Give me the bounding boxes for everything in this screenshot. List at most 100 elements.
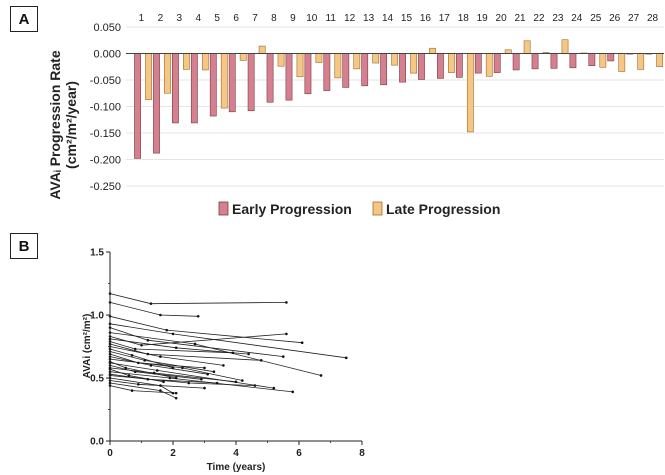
chart-b-point bbox=[215, 381, 219, 385]
bar-late-progression bbox=[164, 53, 171, 94]
chart-b-xtick-label: 4 bbox=[233, 448, 239, 459]
panel-b-label: B bbox=[10, 233, 38, 259]
chart-b-point bbox=[130, 354, 134, 357]
bar-early-progression bbox=[493, 53, 501, 73]
chart-a-ytick-label: -0.100 bbox=[90, 102, 121, 114]
chart-a-ytick-label: 0.050 bbox=[93, 22, 121, 34]
chart-b-xtick-label: 2 bbox=[170, 448, 176, 459]
bar-late-progression bbox=[201, 53, 209, 71]
chart-b-point bbox=[155, 369, 159, 372]
chart-a-category-label: 18 bbox=[458, 13, 470, 24]
chart-a-bars bbox=[134, 39, 664, 159]
chart-a-ytick-label: -0.200 bbox=[90, 155, 121, 167]
chart-a-bar: 1 2 3 4 5 6 7 8 9 10 11 12 13 14 15 16 17 18 19 20 21 22 23 24 2… bbox=[47, 13, 664, 217]
bar-late-progression bbox=[391, 53, 399, 66]
chart-b-point bbox=[149, 364, 153, 367]
chart-a-category-label: 6 bbox=[233, 13, 239, 24]
chart-b-axes bbox=[109, 252, 362, 442]
chart-b-x-ticks: 0 2 4 6 8 bbox=[107, 441, 365, 459]
chart-a-category-label: 13 bbox=[363, 13, 375, 24]
bar-late-progression bbox=[656, 53, 664, 68]
chart-b-point bbox=[253, 384, 257, 387]
chart-a-category-label: 27 bbox=[628, 13, 640, 24]
chart-b-point bbox=[146, 352, 150, 356]
chart-b-ytick-label: 0.5 bbox=[90, 374, 104, 385]
bar-early-progression bbox=[209, 53, 217, 117]
bar-early-progression bbox=[399, 53, 406, 83]
bar-late-progression bbox=[353, 53, 361, 70]
chart-a-category-label: 11 bbox=[326, 13, 337, 24]
chart-b-point bbox=[222, 364, 225, 367]
chart-b-point bbox=[241, 379, 244, 382]
bar-early-progression bbox=[361, 53, 369, 87]
bar-early-progression bbox=[153, 53, 160, 154]
bar-early-progression bbox=[342, 53, 350, 88]
chart-b-point bbox=[174, 346, 178, 350]
legend-label-late: Late Progression bbox=[386, 201, 500, 217]
chart-b-point bbox=[291, 390, 295, 394]
chart-a-ylabel-line2: (cm²/m²/year) bbox=[63, 81, 79, 169]
chart-b-point bbox=[285, 301, 288, 304]
bar-late-progression bbox=[277, 53, 285, 67]
chart-b-point bbox=[272, 386, 276, 390]
bar-late-progression bbox=[183, 53, 190, 70]
chart-b-point bbox=[159, 355, 162, 358]
chart-a-category-label: 4 bbox=[195, 13, 201, 24]
bar-late-progression bbox=[258, 45, 266, 54]
bar-late-progression bbox=[315, 53, 323, 63]
chart-b-point bbox=[159, 313, 162, 317]
chart-b-point bbox=[171, 332, 175, 336]
bar-late-progression bbox=[220, 53, 228, 109]
chart-a-category-label: 20 bbox=[496, 13, 508, 24]
chart-b-point bbox=[174, 376, 178, 380]
chart-b-ytick-label: 1.5 bbox=[90, 248, 104, 259]
chart-a-category-label: 7 bbox=[252, 13, 258, 24]
bar-late-progression bbox=[429, 47, 436, 54]
chart-b-point bbox=[200, 377, 203, 381]
chart-b-point bbox=[137, 383, 140, 386]
chart-b-series-line bbox=[109, 343, 262, 361]
bar-late-progression bbox=[410, 53, 417, 74]
chart-b-point bbox=[319, 374, 323, 377]
bar-late-progression bbox=[466, 53, 474, 133]
bar-early-progression bbox=[172, 53, 179, 124]
chart-b-point bbox=[247, 352, 250, 356]
chart-b-line: 0 2 4 6 8 0.0 0.5 1.0 1.5 Time (years) AVAi (cm… bbox=[82, 248, 365, 474]
chart-b-point bbox=[146, 338, 150, 342]
bar-early-progression bbox=[134, 53, 141, 159]
chart-a-legend: Early Progression Late Progression bbox=[218, 201, 500, 217]
chart-a-y-ticks: 0.050 0.000 -0.050 -0.100 -0.150 -0.200 -0.250 bbox=[90, 22, 121, 193]
chart-b-point bbox=[162, 380, 165, 384]
chart-a-category-label: 22 bbox=[533, 13, 545, 24]
bar-early-progression bbox=[569, 53, 577, 69]
chart-b-point bbox=[174, 396, 178, 400]
bar-late-progression bbox=[485, 53, 493, 77]
chart-b-xtick-label: 8 bbox=[359, 448, 365, 459]
chart-a-category-label: 2 bbox=[158, 13, 164, 24]
chart-b-xtick-label: 6 bbox=[296, 448, 302, 459]
bar-early-progression bbox=[550, 53, 558, 69]
chart-b-series-line bbox=[109, 293, 287, 305]
chart-b-point bbox=[231, 351, 235, 355]
bar-early-progression bbox=[418, 53, 425, 80]
chart-b-ylabel: AVAi (cm²/m²) bbox=[82, 314, 93, 379]
chart-b-point bbox=[133, 370, 137, 374]
bar-late-progression bbox=[561, 39, 569, 54]
chart-a-category-label: 10 bbox=[306, 13, 318, 24]
chart-b-point bbox=[146, 377, 150, 381]
chart-b-series-line bbox=[109, 382, 177, 399]
chart-b-point bbox=[285, 332, 288, 336]
bar-early-progression bbox=[285, 53, 293, 101]
chart-b-series-line bbox=[109, 333, 287, 346]
chart-a-category-label: 25 bbox=[590, 13, 602, 24]
chart-b-point bbox=[171, 391, 175, 395]
chart-a-category-label: 16 bbox=[420, 13, 432, 24]
chart-b-point bbox=[168, 376, 172, 380]
bar-early-progression bbox=[607, 53, 615, 62]
bar-late-progression bbox=[296, 53, 304, 78]
panel-a-label: A bbox=[10, 6, 38, 32]
bar-early-progression bbox=[455, 53, 463, 78]
chart-b-point bbox=[344, 356, 348, 360]
chart-a-category-label: 1 bbox=[139, 13, 145, 24]
